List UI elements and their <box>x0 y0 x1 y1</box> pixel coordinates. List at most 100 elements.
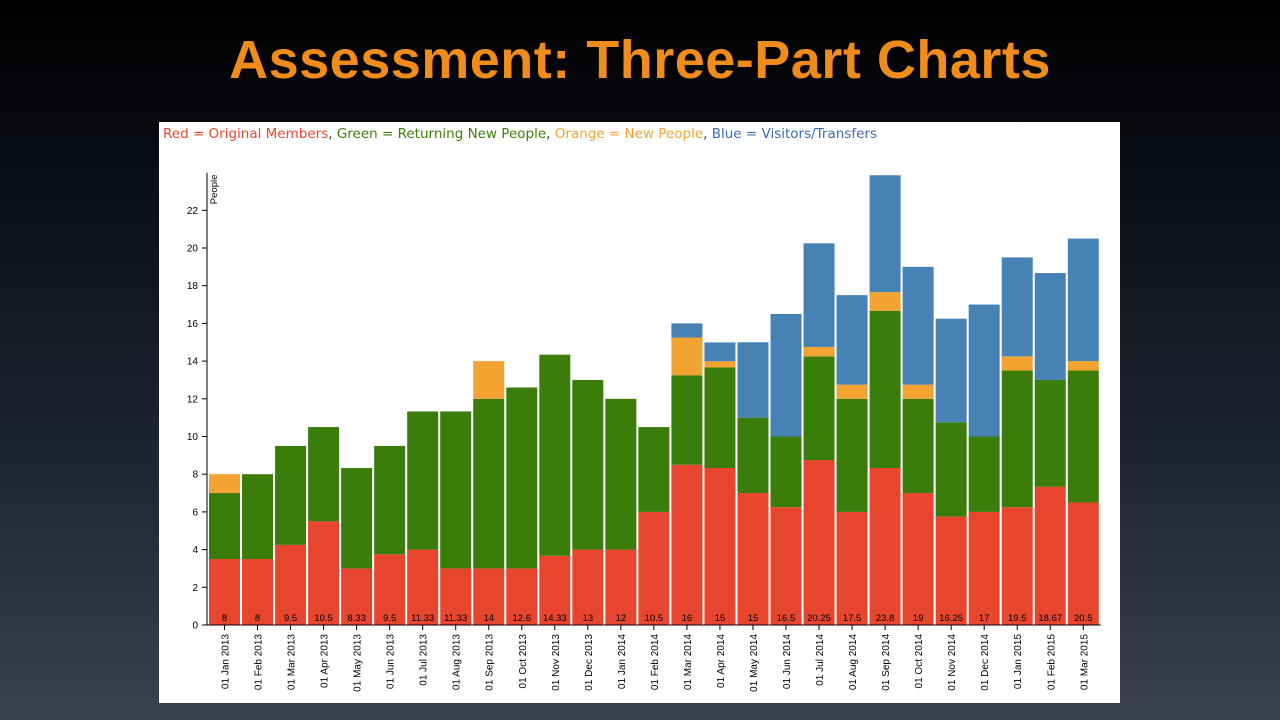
x-tick-label: 01 May 2014 <box>749 634 760 692</box>
bar-segment-green <box>737 417 769 494</box>
bar-total-label: 16.25 <box>939 613 963 624</box>
x-tick-label: 01 Aug 2013 <box>452 634 463 691</box>
bar-segment-red <box>1001 507 1033 625</box>
bar-total-label: 8 <box>222 613 227 624</box>
bar-total-label: 8 <box>255 613 260 624</box>
bar-segment-green <box>572 379 604 550</box>
bar-segment-green <box>803 356 835 461</box>
bar-segment-red <box>869 467 901 625</box>
stacked-bar-chart: 0 2 4 6 8 10 12 14 16 18 20 22 People 8 01 Jan 2013 8 01… <box>187 172 1101 692</box>
bar-segment-blue <box>737 342 769 418</box>
bar-segment-green <box>836 398 868 512</box>
bar-segment-red <box>440 568 472 625</box>
x-tick-label: 01 Feb 2015 <box>1046 634 1057 691</box>
bar-segment-red <box>242 559 274 625</box>
bar-total-label: 11.33 <box>444 613 467 624</box>
x-tick-label: 01 Dec 2013 <box>584 634 595 691</box>
x-tick-label: 01 Oct 2013 <box>518 634 529 689</box>
bar-total-label: 15 <box>748 613 759 624</box>
x-tick-label: 01 Jan 2015 <box>1013 634 1024 689</box>
bar-total-label: 23.8 <box>876 613 895 624</box>
y-tick-label: 14 <box>187 357 199 368</box>
bar-total-label: 10.5 <box>645 613 664 624</box>
bar-segment-green <box>704 367 736 468</box>
bar-segment-red <box>671 464 703 625</box>
bar-segment-green <box>671 375 703 465</box>
legend-red: Red = Original Members <box>163 126 329 142</box>
y-tick-label: 0 <box>192 621 198 632</box>
bar-total-label: 15 <box>715 613 726 624</box>
bar-segment-orange <box>1067 361 1099 371</box>
bar-segment-green <box>341 467 373 569</box>
x-tick-label: 01 Dec 2014 <box>980 634 991 691</box>
x-tick-label: 01 Jan 2014 <box>617 634 628 689</box>
x-tick-label: 01 Apr 2014 <box>716 634 727 688</box>
x-tick-label: 01 Nov 2014 <box>947 634 958 691</box>
bar-segment-orange <box>902 384 934 399</box>
bar-segment-blue <box>704 342 736 362</box>
x-tick-label: 01 Aug 2014 <box>848 634 859 691</box>
bar-segment-green <box>968 436 1000 512</box>
bar-segment-red <box>836 511 868 625</box>
x-tick-label: 01 Jun 2013 <box>386 634 397 689</box>
y-tick-label: 12 <box>187 394 199 405</box>
legend-green: Green = Returning New People <box>336 126 547 142</box>
bar-segment-blue <box>1034 273 1066 380</box>
bar-segment-green <box>473 398 505 569</box>
x-tick-label: 01 Jul 2014 <box>815 634 826 686</box>
x-tick-label: 01 Jan 2013 <box>221 634 232 689</box>
bar-segment-green <box>638 427 670 512</box>
bar-segment-orange <box>704 361 736 368</box>
y-tick-label: 6 <box>192 507 198 518</box>
bar-segment-blue <box>1067 238 1099 362</box>
bar-segment-orange <box>869 292 901 311</box>
bar-segment-green <box>869 310 901 468</box>
bar-segment-blue <box>803 243 835 347</box>
bar-segment-blue <box>902 266 934 385</box>
slide-title: Assessment: Three-Part Charts <box>229 30 1051 90</box>
x-tick-label: 01 Mar 2013 <box>287 634 298 691</box>
bar-segment-red <box>1034 486 1066 625</box>
chart-legend: Red = Original Members, Green = Returnin… <box>163 126 877 142</box>
y-tick-label: 16 <box>187 319 199 330</box>
bar-total-label: 19.5 <box>1008 613 1027 624</box>
x-tick-label: 01 Apr 2013 <box>320 634 331 688</box>
bar-total-label: 8.33 <box>347 613 366 624</box>
bar-segment-blue <box>770 313 802 437</box>
bar-segment-orange <box>671 337 703 376</box>
bar-total-label: 20.25 <box>807 613 831 624</box>
bar-segment-green <box>374 445 406 555</box>
bar-segment-green <box>1034 379 1066 487</box>
bar-segment-red <box>506 568 538 625</box>
bar-segment-blue <box>935 318 967 423</box>
bar-total-label: 11.33 <box>411 613 434 624</box>
bar-segment-blue <box>671 323 703 338</box>
bar-segment-green <box>506 387 538 569</box>
bar-segment-orange <box>836 384 868 399</box>
y-tick-label: 20 <box>187 244 199 255</box>
chart-panel: Red = Original Members, Green = Returnin… <box>159 122 1120 703</box>
bar-segment-red <box>209 559 240 625</box>
legend-separator: , <box>703 126 712 142</box>
x-tick-label: 01 Jun 2014 <box>782 634 793 689</box>
legend-separator: , <box>546 126 555 142</box>
bar-segment-green <box>209 493 240 560</box>
y-tick-label: 10 <box>187 432 199 443</box>
bar-segment-green <box>605 398 637 550</box>
bar-segment-green <box>539 354 571 556</box>
bar-segment-red <box>308 521 340 625</box>
bar-segment-red <box>539 555 571 625</box>
bar-total-label: 12.6 <box>513 613 532 624</box>
bar-segment-red <box>638 511 670 625</box>
y-tick-label: 4 <box>192 545 198 556</box>
bar-segment-red <box>902 493 934 625</box>
bar-segment-red <box>374 554 406 625</box>
bar-segment-green <box>242 474 274 560</box>
bar-segment-red <box>803 460 835 625</box>
bar-total-label: 14 <box>483 613 494 624</box>
bar-total-label: 18.67 <box>1038 613 1062 624</box>
bar-segment-green <box>1001 370 1033 508</box>
x-tick-label: 01 Sep 2013 <box>485 634 496 691</box>
y-tick-label: 8 <box>192 470 198 481</box>
bar-total-label: 16.5 <box>777 613 796 624</box>
